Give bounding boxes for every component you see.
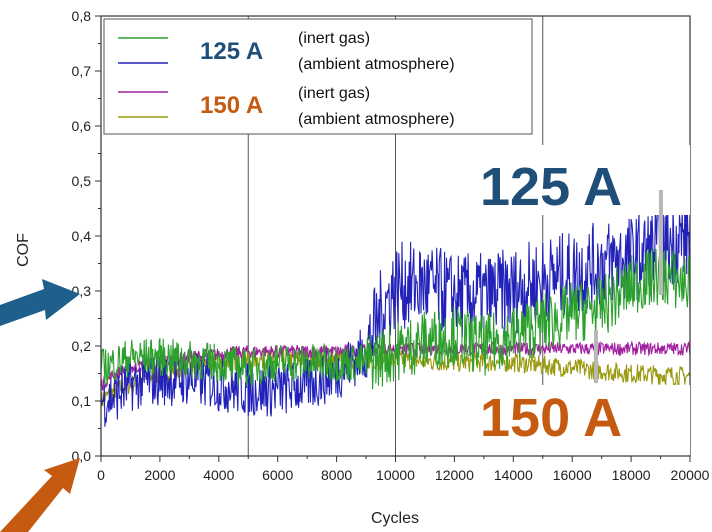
legend-label-150a-ambient: (ambient atmosphere) [298, 111, 455, 128]
x-tick-label: 2000 [144, 467, 175, 483]
x-axis-label: Cycles [371, 510, 419, 527]
x-tick-label: 18000 [612, 467, 651, 483]
y-tick-label: 0,7 [72, 63, 92, 79]
legend-group-125a: 125 A [200, 38, 263, 65]
y-tick-label: 0,6 [72, 118, 92, 134]
x-tick-label: 0 [97, 467, 105, 483]
x-tick-label: 6000 [262, 467, 293, 483]
y-tick-label: 0,8 [72, 8, 92, 24]
orange-arrow-icon [0, 458, 80, 532]
legend-label-125a-inert: (inert gas) [298, 30, 370, 47]
x-axis: 0 2000 4000 6000 8000 10000 12000 14000 16000 180… [97, 456, 710, 483]
annotation-150a: 150 A [480, 388, 622, 448]
x-tick-label: 8000 [321, 467, 352, 483]
series-125a-inert-gas [101, 247, 690, 390]
x-tick-label: 20000 [671, 467, 710, 483]
y-tick-label: 0,4 [72, 228, 92, 244]
y-axis-label: COF [15, 233, 32, 267]
x-tick-label: 14000 [494, 467, 533, 483]
annotation-125a-bg [462, 145, 690, 215]
x-tick-label: 12000 [435, 467, 474, 483]
legend-label-125a-ambient: (ambient atmosphere) [298, 56, 455, 73]
x-tick-label: 4000 [203, 467, 234, 483]
blue-arrow-icon [0, 279, 80, 326]
y-tick-label: 0,1 [72, 393, 92, 409]
legend-box [103, 18, 533, 135]
annotation-125a: 125 A [480, 157, 622, 217]
legend-group-150a: 150 A [200, 92, 263, 119]
x-tick-label: 10000 [376, 467, 415, 483]
x-tick-label: 16000 [553, 467, 592, 483]
series-group [101, 196, 690, 427]
legend-label-150a-inert: (inert gas) [298, 85, 370, 102]
legend: 125 A 150 A (inert gas) (ambient atmosph… [103, 18, 533, 135]
y-tick-label: 0,2 [72, 338, 92, 354]
annotation-150a-bg [470, 385, 690, 455]
y-tick-label: 0,5 [72, 173, 92, 189]
